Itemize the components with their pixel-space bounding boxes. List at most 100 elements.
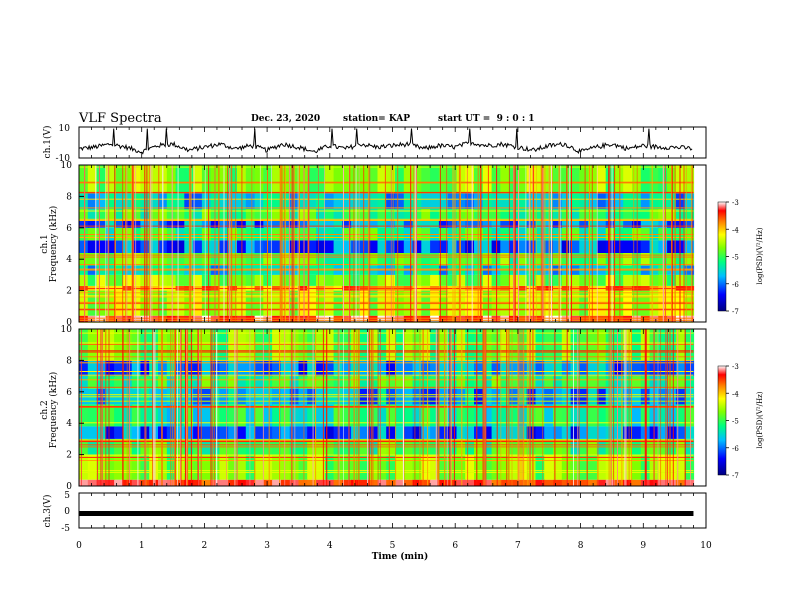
spectrogram-sferic (471, 165, 473, 322)
spectrogram-band-cell (438, 193, 449, 209)
spectrogram-band-cell (254, 404, 264, 427)
spectrogram-band-cell (368, 315, 379, 322)
spectrogram-sferic (271, 165, 272, 322)
spectrogram-band-cell (675, 315, 686, 322)
spectrogram-band-cell (377, 219, 387, 228)
spectrogram-band-cell (517, 209, 528, 220)
spectrogram-band-cell (131, 426, 142, 439)
spectrogram-band-cell (403, 193, 414, 209)
colorbar-tick-label: -6 (732, 281, 739, 289)
spectrogram-band-cell (201, 274, 212, 286)
spectrogram-band-cell (333, 274, 343, 286)
spectrogram-band-cell (667, 404, 677, 427)
spectrogram-band-cell (166, 315, 177, 322)
spectrogram-sferic (324, 165, 325, 322)
spectrogram-band-cell (526, 252, 537, 266)
spectrogram-sferic (477, 165, 479, 322)
spectrogram-band-cell (149, 193, 159, 209)
spectrogram-band-cell (254, 252, 264, 266)
spectrogram-band-cell (201, 252, 212, 266)
spectrogram-sferic (153, 329, 155, 486)
spectrogram-band-cell (456, 193, 466, 209)
spectrogram-tone-line (79, 182, 694, 184)
spectrogram-sferic (369, 165, 371, 322)
spectrogram-band-cell (614, 360, 624, 377)
spectrogram-band-cell (605, 274, 616, 286)
spectrogram-band-cell (254, 274, 264, 286)
spectrogram-sferic (496, 165, 498, 322)
freq-tick-label: 0 (66, 318, 72, 328)
spectrogram-sferic (508, 165, 510, 322)
spectrogram-band-cell (254, 193, 264, 209)
spectrogram-band-cell (605, 315, 616, 322)
spectrogram-band-cell (447, 209, 458, 220)
spectrogram-sferic (131, 165, 133, 322)
freq-tick-label: 6 (66, 224, 72, 234)
spectrogram-band-cell (201, 165, 212, 194)
spectrogram-band-cell (245, 376, 256, 389)
spectrogram-band-cell (316, 240, 326, 253)
spectrogram-band-cell (553, 274, 563, 286)
spectrogram-band-cell (403, 252, 414, 266)
spectrogram-band-cell (395, 240, 405, 253)
spectrogram-sferic (569, 165, 571, 322)
spectrogram-band-cell (482, 315, 493, 322)
spectrogram-band-cell (623, 165, 633, 194)
colorbar-tick-label: -4 (732, 390, 739, 398)
spectrogram-band-cell (87, 193, 98, 209)
spectrogram-band-cell (579, 165, 589, 194)
spectrogram-band-cell (623, 193, 633, 209)
spectrogram-sferic (190, 165, 192, 322)
spectrogram-band-cell (149, 240, 159, 253)
spectrogram-band-cell (500, 165, 510, 194)
spectrogram-band-cell (500, 404, 510, 427)
spectrogram-band-cell (421, 209, 431, 220)
spectrogram-band-cell (254, 165, 264, 194)
spectrogram-band-cell (579, 219, 589, 228)
spectrogram-sferic (453, 329, 455, 486)
spectrogram-band-cell (561, 426, 572, 439)
spectrogram-band-cell (403, 426, 414, 439)
spectrogram-sferic (358, 165, 360, 322)
spectrogram-sferic (532, 329, 534, 486)
spectrogram-sferic (308, 165, 310, 322)
spectrogram-tone-line (79, 198, 694, 200)
spectrogram-band-cell (79, 219, 89, 228)
freq-tick-label: 8 (66, 192, 72, 202)
spectrogram-band-cell (316, 360, 326, 377)
spectrogram-sferic (137, 329, 139, 486)
spectrogram-band-cell (272, 240, 282, 253)
spectrogram-band-cell (675, 426, 686, 439)
spectrogram-band-cell (517, 252, 528, 266)
spectrogram-band-cell (605, 240, 616, 253)
spectrogram-band-cell (96, 165, 106, 194)
spectrogram-band-cell (228, 209, 238, 220)
spectrogram-band-cell (351, 479, 361, 486)
spectrogram-sferic (614, 165, 616, 322)
spectrogram-band-cell (377, 193, 387, 209)
spectrogram-band-cell (403, 454, 414, 480)
spectrogram-sferic (529, 329, 531, 486)
spectrogram-sferic (625, 329, 627, 486)
spectrogram-band-cell (403, 219, 414, 228)
spectrogram-sferic (558, 165, 560, 322)
spectrogram-band-cell (368, 193, 379, 209)
spectrogram-band-cell (658, 376, 668, 389)
spectrogram-band-cell (175, 274, 185, 286)
spectrogram-band-cell (114, 209, 124, 220)
spectrogram-band-cell (438, 360, 449, 377)
spectrogram-band-cell (280, 426, 291, 439)
spectrogram-band-cell (649, 240, 659, 253)
spectrogram-tone-line (79, 444, 694, 446)
spectrogram-band-cell (684, 454, 695, 480)
spectrogram-band-cell (412, 165, 422, 194)
spectrogram-tone-line (79, 454, 694, 456)
spectrogram-band-cell (403, 165, 414, 194)
spectrogram-sferic (529, 165, 531, 322)
spectrogram-band-cell (649, 165, 659, 194)
spectrogram-band-cell (535, 426, 545, 439)
spectrogram-sferic (144, 165, 146, 322)
spectrogram-sferic (466, 165, 468, 322)
spectrogram-band-cell (430, 454, 440, 480)
spectrogram-tone-line (79, 471, 694, 473)
